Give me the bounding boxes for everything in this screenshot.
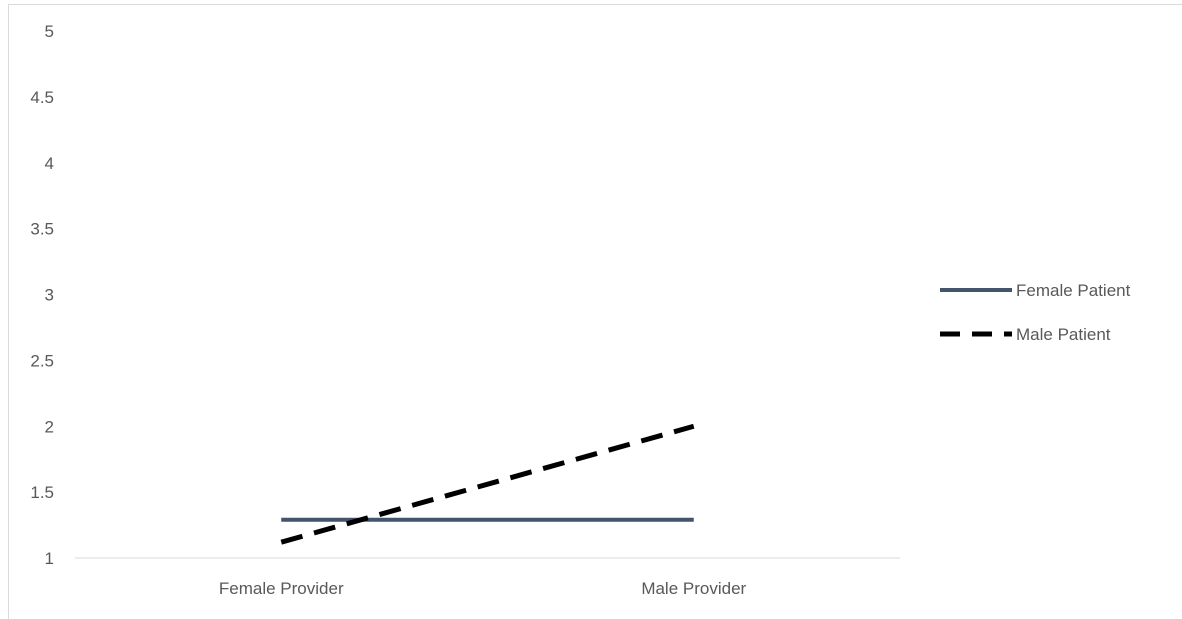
y-tick-label: 3.5 xyxy=(30,220,54,239)
y-tick-label: 4.5 xyxy=(30,88,54,107)
x-tick-label: Male Provider xyxy=(641,579,746,598)
y-tick-label: 2 xyxy=(45,417,54,436)
x-tick-label: Female Provider xyxy=(219,579,344,598)
x-axis-ticks: Female Provider Male Provider xyxy=(219,579,747,598)
y-tick-label: 3 xyxy=(45,286,54,305)
y-tick-label: 5 xyxy=(45,22,54,41)
legend-label: Male Patient xyxy=(1016,325,1111,344)
y-tick-label: 2.5 xyxy=(30,351,54,370)
y-tick-label: 1 xyxy=(45,549,54,568)
legend: Female Patient Male Patient xyxy=(940,281,1131,344)
chart-frame xyxy=(8,4,1182,619)
y-tick-label: 1.5 xyxy=(30,483,54,502)
y-tick-label: 4 xyxy=(45,154,54,173)
series-layer xyxy=(280,423,695,545)
y-axis-ticks: 1 1.5 2 2.5 3 3.5 4 4.5 5 xyxy=(30,22,54,568)
legend-label: Female Patient xyxy=(1016,281,1131,300)
series-line-2 xyxy=(280,423,695,545)
